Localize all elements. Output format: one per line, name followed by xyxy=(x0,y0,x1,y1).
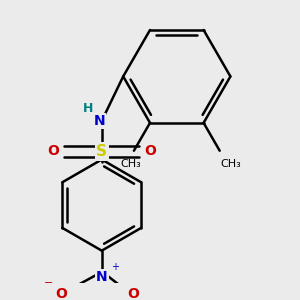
Text: −: − xyxy=(44,278,53,288)
Text: N: N xyxy=(96,271,108,284)
Text: H: H xyxy=(83,102,94,115)
Text: O: O xyxy=(144,145,156,158)
Text: CH₃: CH₃ xyxy=(220,159,241,169)
Text: O: O xyxy=(56,286,68,300)
Text: O: O xyxy=(48,145,59,158)
Text: S: S xyxy=(96,144,107,159)
Text: +: + xyxy=(111,262,119,272)
Text: N: N xyxy=(93,114,105,128)
Text: CH₃: CH₃ xyxy=(121,159,142,169)
Text: O: O xyxy=(127,286,139,300)
